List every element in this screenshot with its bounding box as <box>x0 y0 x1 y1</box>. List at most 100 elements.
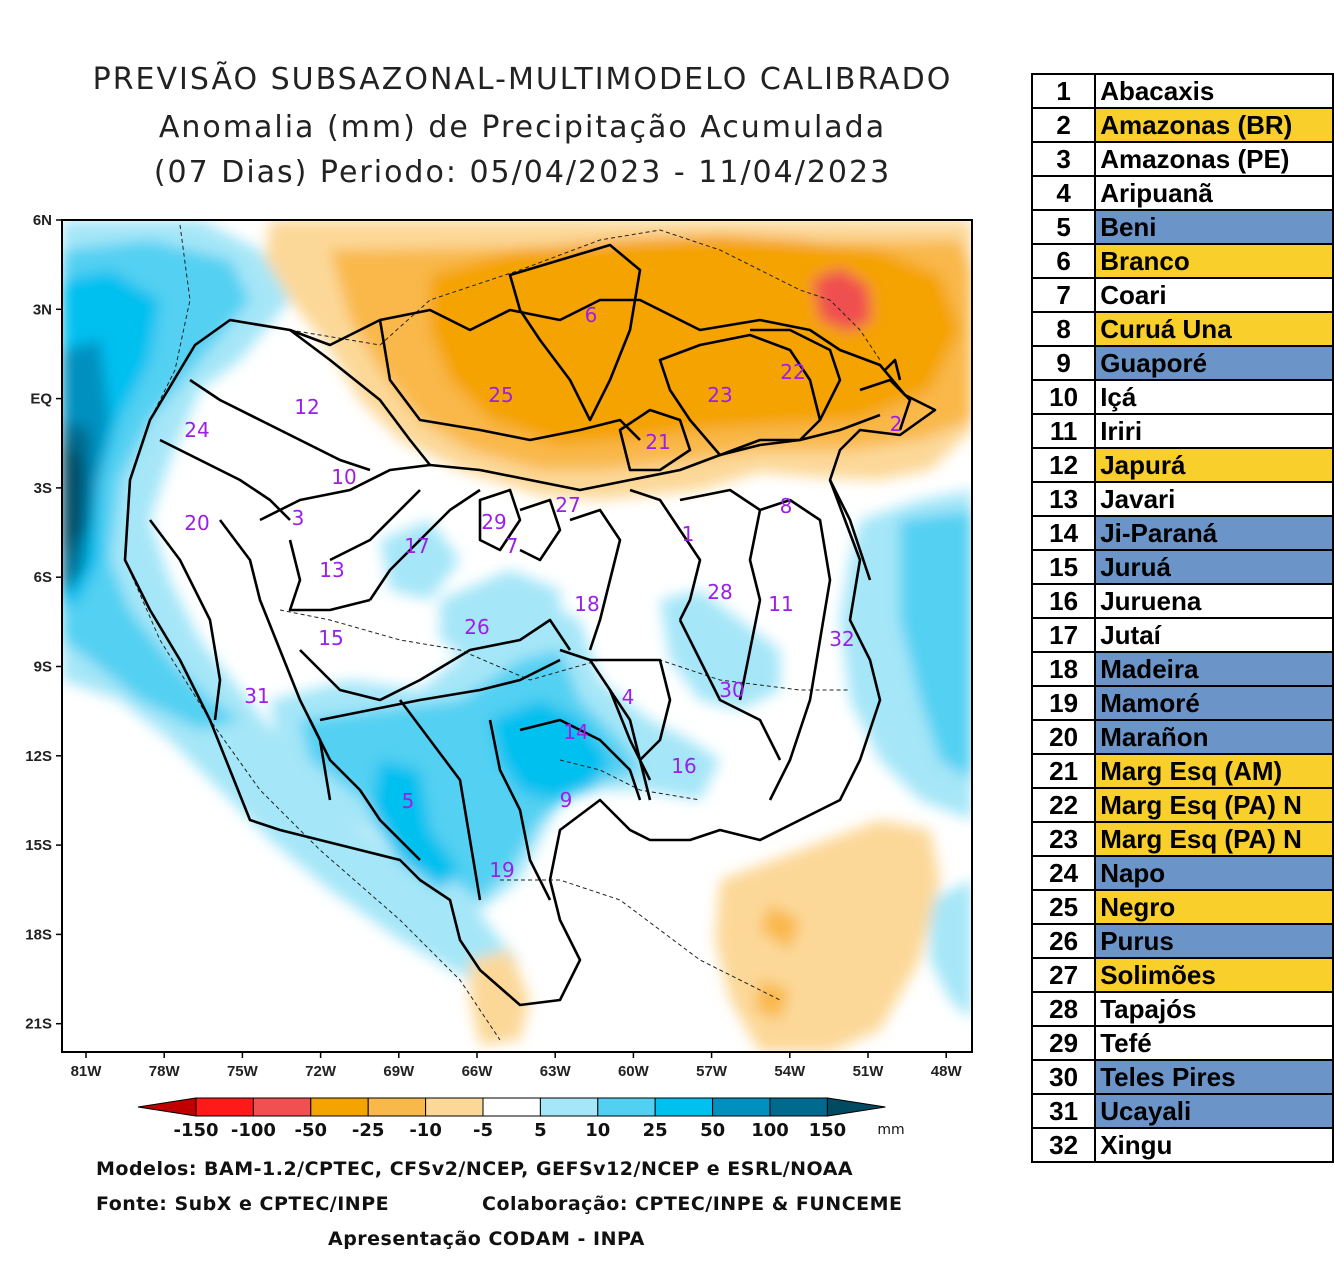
lon-tick-label: 57W <box>696 1063 728 1080</box>
basin-label-13: 13 <box>319 558 344 582</box>
colorbar-swatch <box>769 1097 828 1117</box>
lat-tick-label: 6S <box>34 569 52 586</box>
lon-tick-label: 69W <box>383 1063 415 1080</box>
basin-label-26: 26 <box>464 615 489 639</box>
basin-row: 22 Marg Esq (PA) N <box>1030 787 1334 823</box>
basin-name: Jutaí <box>1094 617 1334 653</box>
basin-name: Ucayali <box>1094 1093 1334 1129</box>
basin-number-labels: 1234567891011121314151617181920212223242… <box>184 303 902 882</box>
lon-tick-label: 48W <box>931 1063 963 1080</box>
basin-label-16: 16 <box>671 754 696 778</box>
colorbar-unit: mm <box>877 1122 904 1138</box>
basin-number: 9 <box>1030 345 1097 381</box>
basin-row: 18 Madeira <box>1030 651 1334 687</box>
credits-models: Modelos: BAM-1.2/CPTEC, CFSv2/NCEP, GEFS… <box>96 1158 854 1180</box>
lat-tick-label: 12S <box>25 748 52 765</box>
basin-name: Beni <box>1094 209 1334 245</box>
basin-label-21: 21 <box>645 430 670 454</box>
longitude-axis: 81W 78W 75W 72W 69W 66W 63W 60W 57W 54W 51W 48W <box>71 1052 963 1080</box>
basin-label-6: 6 <box>585 303 598 327</box>
lat-tick-label: 18S <box>25 926 52 943</box>
basin-label-30: 30 <box>719 678 744 702</box>
basin-label-12: 12 <box>294 395 319 419</box>
basin-number: 29 <box>1030 1025 1097 1061</box>
basin-row: 2 Amazonas (BR) <box>1030 107 1334 143</box>
basin-row: 12 Japurá <box>1030 447 1334 483</box>
basin-name: Aripuanã <box>1094 175 1334 211</box>
colorbar-tick-label: 25 <box>643 1120 668 1141</box>
basin-name: Mamoré <box>1094 685 1334 721</box>
basin-row: 20 Marañon <box>1030 719 1334 755</box>
basin-row: 3 Amazonas (PE) <box>1030 141 1334 177</box>
basin-row: 26 Purus <box>1030 923 1334 959</box>
basin-label-32: 32 <box>829 627 854 651</box>
precipitation-anomaly-map: 6N 3N EQ 3S 6S 9S 12S 15S 18S 21S 81W 78W 75W 72W 69W… <box>25 212 973 1141</box>
basin-number: 15 <box>1030 549 1097 585</box>
basin-label-8: 8 <box>780 494 793 518</box>
colorbar-swatch <box>367 1097 427 1117</box>
basin-label-19: 19 <box>489 858 514 882</box>
lat-tick-label: 6N <box>33 212 52 229</box>
lon-tick-label: 78W <box>149 1063 181 1080</box>
basin-number: 18 <box>1030 651 1097 687</box>
basin-name: Napo <box>1094 855 1334 891</box>
basin-row: 16 Juruena <box>1030 583 1334 619</box>
basin-label-5: 5 <box>402 789 415 813</box>
basin-row: 25 Negro <box>1030 889 1334 925</box>
basin-label-14: 14 <box>563 720 588 744</box>
basin-number: 30 <box>1030 1059 1097 1095</box>
basin-name: Tefé <box>1094 1025 1334 1061</box>
basin-row: 30 Teles Pires <box>1030 1059 1334 1095</box>
lon-tick-label: 81W <box>71 1063 103 1080</box>
basin-name: Amazonas (PE) <box>1094 141 1334 177</box>
basin-name: Tapajós <box>1094 991 1334 1027</box>
lon-tick-label: 72W <box>305 1063 337 1080</box>
colorbar-tick-label: 5 <box>534 1120 547 1141</box>
basin-number: 1 <box>1030 73 1097 109</box>
colorbar-tick-label: -5 <box>473 1120 493 1141</box>
basin-row: 21 Marg Esq (AM) <box>1030 753 1334 789</box>
basin-row: 29 Tefé <box>1030 1025 1334 1061</box>
lon-tick-label: 75W <box>227 1063 259 1080</box>
anomaly-field <box>62 220 972 1052</box>
colorbar-tick-label: -100 <box>231 1120 276 1141</box>
lon-tick-label: 60W <box>618 1063 650 1080</box>
basin-name: Xingu <box>1094 1127 1334 1163</box>
basin-number: 32 <box>1030 1127 1097 1163</box>
basin-number: 23 <box>1030 821 1097 857</box>
colorbar-swatch <box>425 1097 484 1117</box>
colorbar-min-arrow <box>137 1097 197 1117</box>
basin-label-4: 4 <box>622 685 635 709</box>
basin-name: Curuá Una <box>1094 311 1334 347</box>
basin-row: 13 Javari <box>1030 481 1334 517</box>
colorbar-swatch <box>195 1097 254 1117</box>
basin-number: 19 <box>1030 685 1097 721</box>
basin-row: 28 Tapajós <box>1030 991 1334 1027</box>
basin-row: 10 Içá <box>1030 379 1334 415</box>
basin-number: 31 <box>1030 1093 1097 1129</box>
basin-label-25: 25 <box>488 383 513 407</box>
basin-name: Içá <box>1094 379 1334 415</box>
basin-number: 14 <box>1030 515 1097 551</box>
colorbar-swatch <box>712 1097 771 1117</box>
basin-number: 6 <box>1030 243 1097 279</box>
basin-label-29: 29 <box>481 510 506 534</box>
basin-number: 16 <box>1030 583 1097 619</box>
basin-name: Abacaxis <box>1094 73 1334 109</box>
basin-label-11: 11 <box>768 592 793 616</box>
basin-row: 4 Aripuanã <box>1030 175 1334 211</box>
colorbar-tick-label: 100 <box>751 1120 789 1141</box>
basin-row: 1 Abacaxis <box>1030 73 1334 109</box>
basin-label-15: 15 <box>318 626 343 650</box>
basin-legend-table: 1 Abacaxis 2 Amazonas (BR) 3 Amazonas (PE) 4 Ar… <box>1030 73 1334 1163</box>
basin-name: Madeira <box>1094 651 1334 687</box>
basin-label-20: 20 <box>184 511 209 535</box>
basin-number: 21 <box>1030 753 1097 789</box>
basin-label-17: 17 <box>404 534 429 558</box>
basin-number: 8 <box>1030 311 1097 347</box>
basin-name: Iriri <box>1094 413 1334 449</box>
basin-label-31: 31 <box>244 684 269 708</box>
basin-name: Japurá <box>1094 447 1334 483</box>
colorbar-swatch <box>252 1097 312 1117</box>
basin-row: 7 Coari <box>1030 277 1334 313</box>
